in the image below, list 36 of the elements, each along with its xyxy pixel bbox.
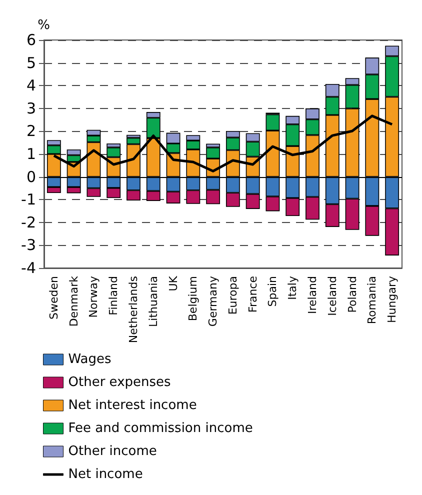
y-tick-label: -3 (21, 236, 36, 254)
y-tick-label: 6 (26, 31, 36, 49)
x-tick-label: Belgium (186, 276, 200, 322)
x-tick-label: Europa (226, 276, 240, 315)
y-axis-title: % (38, 18, 50, 33)
y-tick-label: -2 (21, 213, 36, 232)
x-tick-label: Finland (107, 276, 120, 316)
y-tick-label: 1 (26, 145, 36, 163)
legend-label: Other income (68, 444, 157, 459)
x-tick-label: Germany (206, 276, 220, 327)
y-tick-label: 5 (26, 54, 36, 72)
y-tick-label: -1 (21, 190, 36, 209)
x-tick-label: Netherlands (127, 276, 140, 344)
y-tick-label: 0 (26, 168, 36, 186)
y-tick-label: -4 (21, 259, 36, 277)
x-tick-label: Romania (366, 276, 379, 324)
x-tick-label: Norway (87, 276, 100, 318)
x-tick-label: Sweden (47, 276, 60, 320)
legend-label: Net income (68, 467, 143, 482)
x-tick-label: France (246, 276, 260, 313)
x-tick-label: Lithuania (146, 276, 160, 327)
y-tick-label: 3 (26, 99, 36, 118)
x-tick-label: Ireland (306, 276, 319, 314)
legend-label: Wages (68, 352, 112, 367)
legend-label: Other expenses (68, 375, 172, 390)
legend-label: Fee and commission income (68, 421, 253, 436)
legend-label: Net interest income (68, 398, 197, 413)
x-tick-label: Italy (286, 276, 300, 300)
x-tick-label: Spain (266, 276, 280, 307)
x-tick-label: Denmark (67, 275, 80, 327)
y-tick-label: 4 (26, 76, 36, 95)
x-tick-label: Poland (346, 276, 359, 313)
x-tick-label: Hungary (386, 276, 399, 323)
y-tick-label: 2 (26, 122, 36, 140)
x-tick-label: Iceland (326, 276, 339, 316)
x-tick-label: UK (166, 275, 180, 292)
